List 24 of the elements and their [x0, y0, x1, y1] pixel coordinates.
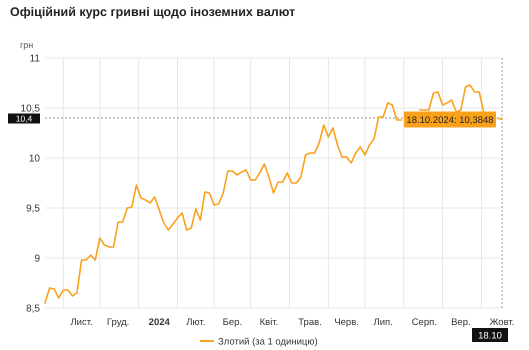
legend-label: Злотий (за 1 одиницю) [218, 336, 318, 348]
x-tick-label: Груд. [106, 317, 130, 328]
y-tick-label: 11 [30, 54, 40, 64]
chart-title: Офіційний курс гривні щодо іноземних валют [10, 5, 296, 19]
y-tick-label: 8,5 [26, 304, 40, 314]
x-tick-label: Жовт. [490, 317, 514, 328]
y-tick-label: 9 [34, 254, 40, 264]
y-tick-label: 10 [28, 154, 40, 164]
x-tick-label: 2024 [148, 317, 171, 328]
annotation: 18.10.2024: 10,3848 [406, 114, 494, 126]
x-tick-label: Бер. [222, 317, 242, 328]
y-tick-label: 10,5 [20, 104, 40, 114]
x-tick-label: Вер. [451, 317, 471, 328]
ref-line-label: 10,4 [16, 113, 33, 124]
y-tick-label: 9,5 [26, 204, 40, 214]
x-tick-label: Лют. [186, 317, 206, 328]
x-tick-label: Трав. [298, 317, 322, 328]
x-tick-label: Квіт. [260, 317, 278, 328]
y-axis-title: грн [20, 40, 34, 50]
x-tick-label: Лист. [70, 317, 93, 328]
ref-line-label: 18.10 [478, 330, 502, 342]
x-tick-label: Серп. [412, 317, 437, 328]
x-tick-label: Лип. [374, 317, 393, 328]
x-tick-label: Черв. [334, 317, 359, 328]
